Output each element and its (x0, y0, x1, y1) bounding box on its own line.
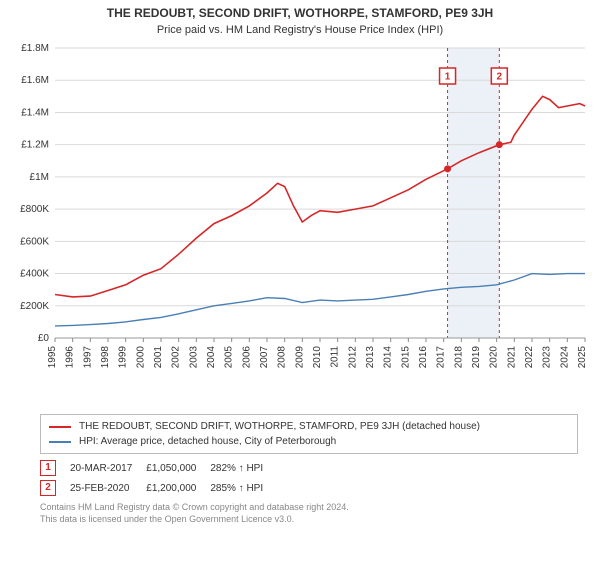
legend-label: HPI: Average price, detached house, City… (79, 434, 336, 449)
svg-text:£600K: £600K (20, 236, 49, 247)
svg-text:£1M: £1M (30, 172, 49, 183)
legend-swatch (49, 426, 71, 428)
sale-pct: 285% ↑ HPI (210, 478, 277, 498)
sale-price: £1,200,000 (146, 478, 210, 498)
svg-text:2015: 2015 (400, 346, 411, 369)
table-row: 2 25-FEB-2020 £1,200,000 285% ↑ HPI (40, 478, 277, 498)
svg-text:2003: 2003 (188, 346, 199, 369)
svg-text:£1.6M: £1.6M (21, 75, 49, 86)
svg-text:1997: 1997 (82, 346, 93, 369)
page-subtitle: Price paid vs. HM Land Registry's House … (0, 24, 600, 36)
svg-text:2018: 2018 (453, 346, 464, 369)
svg-text:2021: 2021 (506, 346, 517, 369)
price-chart: £0 £200K £400K £600K £800K £1M £1.2M £1.4M £1.6M… (0, 38, 600, 408)
legend-item: HPI: Average price, detached house, City… (49, 434, 569, 449)
svg-text:2001: 2001 (153, 346, 164, 369)
sale-price: £1,050,000 (146, 458, 210, 478)
svg-text:£1.4M: £1.4M (21, 107, 49, 118)
svg-text:£1.2M: £1.2M (21, 140, 49, 151)
svg-text:2017: 2017 (436, 346, 447, 369)
svg-text:1996: 1996 (65, 346, 76, 369)
sale-date: 20-MAR-2017 (70, 458, 146, 478)
svg-text:1: 1 (445, 72, 451, 83)
svg-text:2011: 2011 (330, 346, 341, 368)
svg-text:2025: 2025 (577, 346, 588, 369)
svg-text:2000: 2000 (135, 346, 146, 369)
sale-date: 25-FEB-2020 (70, 478, 146, 498)
svg-text:£400K: £400K (20, 269, 49, 280)
footer-line: Contains HM Land Registry data © Crown c… (40, 502, 578, 514)
sales-table: 1 20-MAR-2017 £1,050,000 282% ↑ HPI 2 25… (40, 458, 277, 498)
svg-text:£800K: £800K (20, 204, 49, 215)
svg-text:2024: 2024 (559, 346, 570, 369)
svg-text:2012: 2012 (347, 346, 358, 369)
svg-text:2007: 2007 (259, 346, 270, 369)
svg-text:2023: 2023 (542, 346, 553, 369)
page-title: THE REDOUBT, SECOND DRIFT, WOTHORPE, STA… (0, 6, 600, 20)
legend-label: THE REDOUBT, SECOND DRIFT, WOTHORPE, STA… (79, 419, 480, 434)
sale-pct: 282% ↑ HPI (210, 458, 277, 478)
svg-text:2022: 2022 (524, 346, 535, 369)
svg-text:2010: 2010 (312, 346, 323, 369)
svg-text:1995: 1995 (47, 346, 58, 369)
legend-swatch (49, 441, 71, 443)
sale-marker: 1 (40, 460, 56, 476)
svg-text:1999: 1999 (118, 346, 129, 369)
svg-text:2005: 2005 (224, 346, 235, 369)
svg-text:2006: 2006 (241, 346, 252, 369)
legend-item: THE REDOUBT, SECOND DRIFT, WOTHORPE, STA… (49, 419, 569, 434)
svg-text:2014: 2014 (383, 346, 394, 369)
footer: Contains HM Land Registry data © Crown c… (40, 502, 578, 525)
legend: THE REDOUBT, SECOND DRIFT, WOTHORPE, STA… (40, 414, 578, 454)
svg-text:£200K: £200K (20, 301, 49, 312)
svg-text:2013: 2013 (365, 346, 376, 369)
svg-text:2016: 2016 (418, 346, 429, 369)
svg-text:2004: 2004 (206, 346, 217, 369)
svg-text:2002: 2002 (171, 346, 182, 369)
svg-text:1998: 1998 (100, 346, 111, 369)
svg-text:2020: 2020 (489, 346, 500, 369)
svg-text:2: 2 (497, 72, 503, 83)
svg-text:2008: 2008 (277, 346, 288, 369)
table-row: 1 20-MAR-2017 £1,050,000 282% ↑ HPI (40, 458, 277, 478)
footer-line: This data is licensed under the Open Gov… (40, 514, 578, 526)
svg-text:£0: £0 (38, 333, 50, 344)
svg-text:2009: 2009 (294, 346, 305, 369)
svg-text:2019: 2019 (471, 346, 482, 369)
sale-marker: 2 (40, 480, 56, 496)
svg-text:£1.8M: £1.8M (21, 43, 49, 54)
